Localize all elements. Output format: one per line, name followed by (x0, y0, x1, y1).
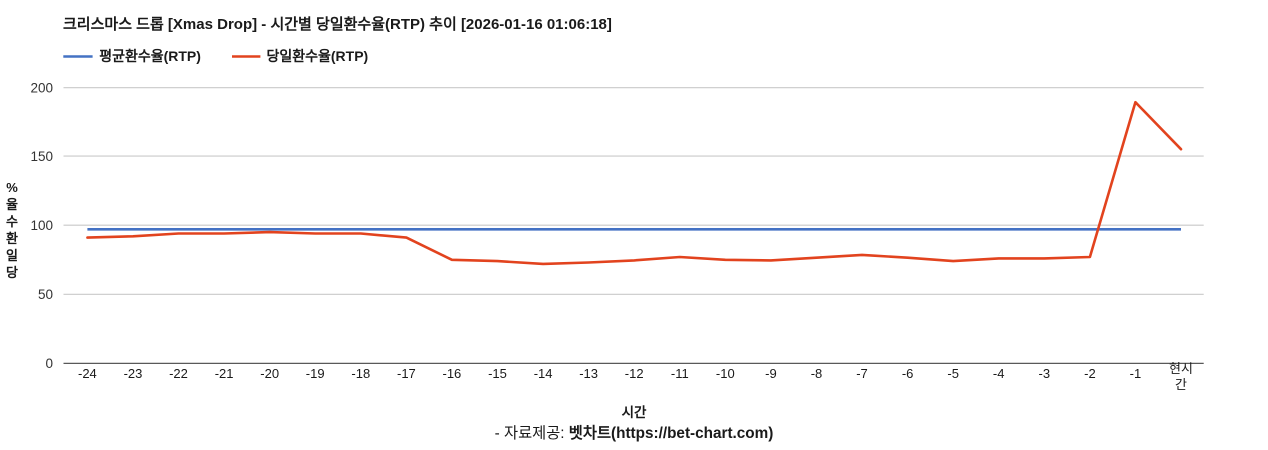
svg-text:시간: 시간 (622, 404, 647, 420)
svg-text:당: 당 (6, 265, 18, 280)
svg-text:-14: -14 (534, 366, 553, 381)
svg-text:-3: -3 (1039, 366, 1051, 381)
svg-text:-22: -22 (169, 366, 188, 381)
svg-text:-10: -10 (716, 366, 735, 381)
svg-text:-2: -2 (1084, 366, 1096, 381)
svg-text:환: 환 (6, 231, 18, 246)
svg-text:-11: -11 (671, 366, 689, 381)
svg-text:-24: -24 (78, 366, 97, 381)
svg-text:-12: -12 (625, 366, 644, 381)
svg-text:-17: -17 (397, 366, 416, 381)
svg-text:150: 150 (30, 149, 53, 164)
svg-text:- 자료제공: 벳차트(https://bet-chart.: - 자료제공: 벳차트(https://bet-chart.com) (495, 425, 774, 442)
svg-text:-20: -20 (260, 366, 279, 381)
svg-text:-1: -1 (1130, 366, 1142, 381)
svg-text:0: 0 (45, 356, 53, 371)
svg-text:-18: -18 (351, 366, 370, 381)
svg-text:50: 50 (38, 287, 53, 302)
svg-text:-13: -13 (579, 366, 598, 381)
svg-text:-23: -23 (124, 366, 143, 381)
svg-text:100: 100 (30, 218, 53, 233)
svg-text:-9: -9 (765, 366, 777, 381)
svg-text:-4: -4 (993, 366, 1005, 381)
svg-text:간: 간 (1175, 377, 1187, 392)
svg-text:-8: -8 (811, 366, 823, 381)
svg-text:일: 일 (6, 248, 18, 263)
svg-text:크리스마스 드롭 [Xmas Drop] - 시간별 당일환: 크리스마스 드롭 [Xmas Drop] - 시간별 당일환수율(RTP) 추이… (63, 15, 612, 33)
svg-text:-15: -15 (488, 366, 507, 381)
svg-text:-5: -5 (947, 366, 959, 381)
svg-text:당일환수율(RTP): 당일환수율(RTP) (267, 48, 369, 64)
svg-text:-7: -7 (856, 366, 868, 381)
svg-text:현시: 현시 (1169, 361, 1193, 376)
svg-text:200: 200 (30, 81, 53, 96)
svg-text:수: 수 (6, 214, 18, 229)
svg-text:-21: -21 (215, 366, 234, 381)
svg-text:평균환수율(RTP): 평균환수율(RTP) (99, 48, 201, 64)
svg-text:%: % (6, 180, 18, 195)
svg-text:-16: -16 (443, 366, 462, 381)
svg-text:율: 율 (6, 197, 18, 212)
svg-text:-19: -19 (306, 366, 325, 381)
svg-text:-6: -6 (902, 366, 914, 381)
